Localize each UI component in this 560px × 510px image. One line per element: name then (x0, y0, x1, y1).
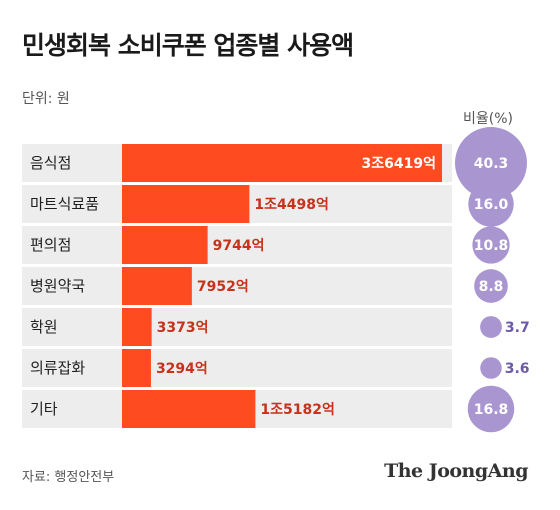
ratio-header: 비율(%) (463, 111, 513, 127)
category-label: 음식점 (30, 154, 71, 172)
ratio-label: 10.8 (474, 238, 509, 254)
ratio-bubble (472, 226, 510, 264)
bar (122, 144, 442, 182)
bar (122, 185, 250, 223)
bar (122, 267, 192, 305)
category-label: 마트식료품 (30, 195, 99, 213)
value-label: 3294억 (156, 361, 208, 377)
value-label: 1조5182억 (260, 402, 334, 418)
value-label: 9744억 (213, 238, 265, 254)
ratio-label: 3.7 (505, 320, 530, 336)
ratio-bubble (480, 357, 502, 379)
source-note: 자료: 행정안전부 (22, 470, 115, 485)
bar (122, 308, 152, 346)
category-label: 편의점 (30, 236, 71, 254)
ratio-label: 3.6 (505, 361, 530, 377)
brand-logo: The JoongAng (384, 460, 528, 482)
category-label: 기타 (30, 400, 58, 418)
ratio-bubble (468, 181, 514, 227)
category-label: 학원 (30, 318, 58, 336)
bar (122, 390, 256, 428)
ratio-label: 16.8 (474, 402, 509, 418)
category-label: 병원약국 (30, 277, 85, 295)
value-label: 3조6419억 (362, 156, 436, 172)
bar (122, 226, 208, 264)
row-band (22, 349, 452, 387)
ratio-label: 8.8 (479, 279, 504, 295)
row-band (22, 267, 452, 305)
value-label: 7952억 (197, 279, 249, 295)
page-title: 민생회복 소비쿠폰 업종별 사용액 (22, 31, 354, 60)
ratio-label: 16.0 (474, 197, 509, 213)
row-band (22, 308, 452, 346)
bar (122, 349, 151, 387)
ratio-bubble (474, 269, 508, 303)
category-label: 의류잡화 (30, 359, 85, 377)
ratio-bubble (480, 316, 502, 338)
ratio-bubble (455, 127, 527, 199)
value-label: 1조4498억 (254, 197, 328, 213)
ratio-bubble (467, 385, 515, 433)
value-label: 3373억 (157, 320, 209, 336)
row-band (22, 226, 452, 264)
ratio-label: 40.3 (474, 156, 509, 172)
unit-label: 단위: 원 (22, 91, 70, 107)
